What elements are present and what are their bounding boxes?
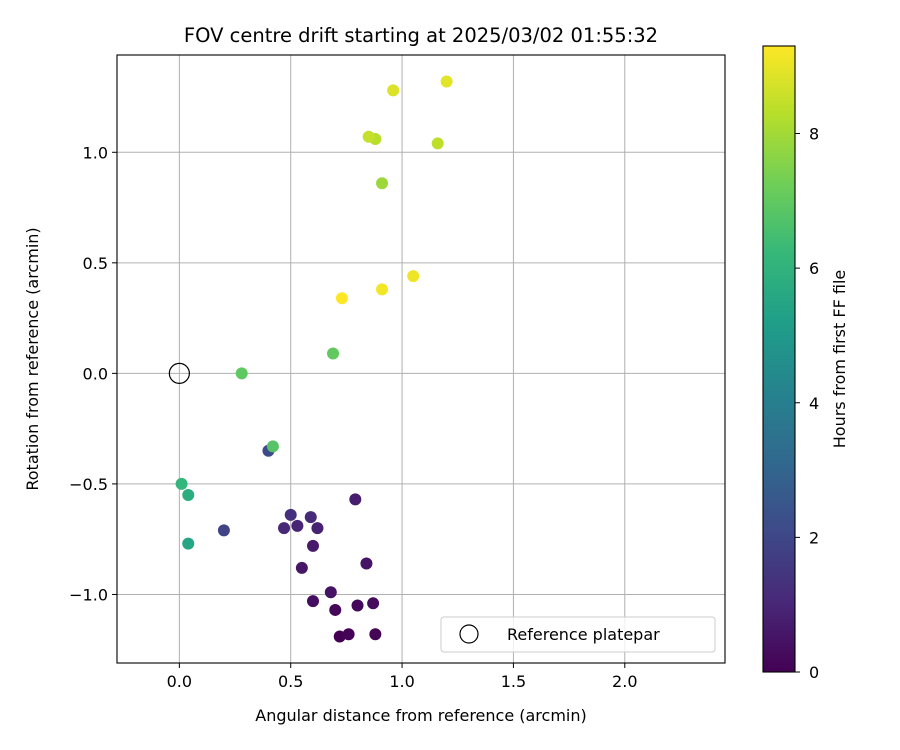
grid [117,55,725,663]
data-point [266,440,279,453]
data-point [284,508,297,521]
legend: Reference platepar [440,616,716,653]
legend-label: Reference platepar [507,625,660,644]
data-point [351,599,364,612]
data-point [362,130,375,143]
x-tick-label: 1.0 [389,672,414,691]
data-point [431,137,444,150]
colorbar-ticks: 0 2 4 6 8 [795,125,819,682]
x-axis-label: Angular distance from reference (arcmin) [255,706,586,725]
data-point [306,595,319,608]
colorbar-label: Hours from first FF file [830,270,849,449]
data-point [376,177,389,190]
x-tick-label: 0.0 [167,672,192,691]
data-point [217,524,230,537]
data-point [342,628,355,641]
data-point [360,557,373,570]
y-tick-label: 0.0 [83,364,108,383]
data-point [311,522,324,535]
colorbar-tick-label: 4 [809,394,819,413]
data-point [324,586,337,599]
x-tick-label: 1.5 [501,672,526,691]
data-point [291,519,304,532]
data-point [175,477,188,490]
x-tick-label: 2.0 [612,672,637,691]
data-point [329,603,342,616]
colorbar-tick-label: 8 [809,125,819,144]
scatter-points [175,75,453,643]
legend-reference-marker [459,624,479,644]
y-tick-label: −0.5 [69,475,108,494]
data-point [327,347,340,360]
data-point [387,84,400,97]
colorbar [762,45,796,673]
reference-marker-group [168,362,190,384]
colorbar-tick-label: 0 [809,663,819,682]
chart-title: FOV centre drift starting at 2025/03/02 … [184,24,658,47]
data-point [349,493,362,506]
colorbar-tick-label: 6 [809,259,819,278]
plot-frame [116,54,726,664]
data-point [440,75,453,88]
data-point [278,522,291,535]
y-tick-label: 1.0 [83,143,108,162]
data-point [304,511,317,524]
data-point [407,270,420,283]
x-axis-ticks: 0.0 0.5 1.0 1.5 2.0 [167,663,638,691]
data-point [182,537,195,550]
reference-platepar-marker [168,362,190,384]
colorbar-tick-label: 2 [809,528,819,547]
data-point [306,539,319,552]
x-tick-label: 0.5 [278,672,303,691]
data-point [235,367,248,380]
y-tick-label: 0.5 [83,254,108,273]
data-point [335,292,348,305]
y-axis-ticks: −1.0 −0.5 0.0 0.5 1.0 [69,143,117,604]
data-point [369,628,382,641]
legend-box [440,616,716,653]
data-point [295,561,308,574]
y-axis-label: Rotation from reference (arcmin) [23,227,42,490]
data-point [367,597,380,610]
y-tick-label: −1.0 [69,585,108,604]
data-point [376,283,389,296]
data-point [182,488,195,501]
